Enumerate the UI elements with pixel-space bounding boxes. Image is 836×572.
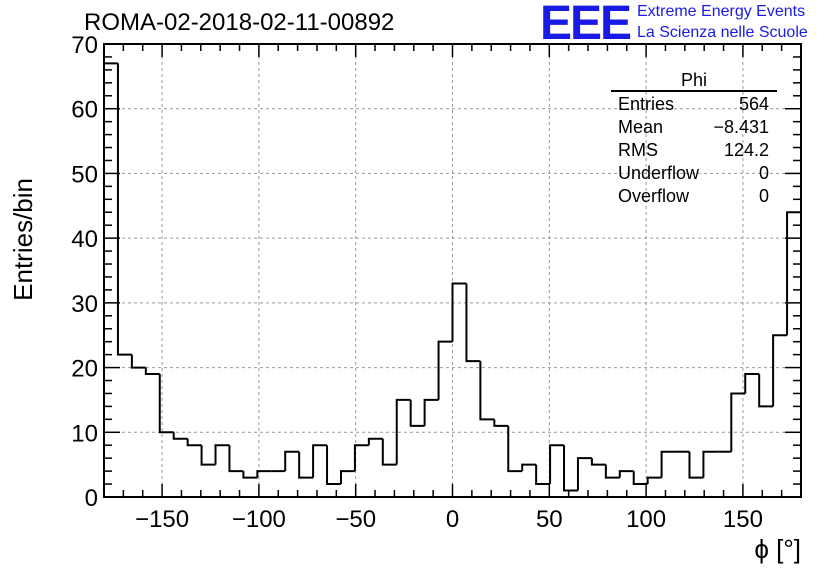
eee-logo-mark: EEE bbox=[540, 0, 632, 50]
histogram-bin bbox=[130, 354, 146, 369]
histogram-bin bbox=[158, 374, 174, 434]
x-tick-label: −150 bbox=[135, 506, 189, 533]
histogram-bin bbox=[339, 470, 355, 485]
histogram-bin bbox=[381, 438, 397, 466]
histogram-bin bbox=[395, 398, 411, 465]
histogram-bin bbox=[437, 340, 453, 400]
y-tick-label: 50 bbox=[71, 161, 98, 188]
stats-row-label: Entries bbox=[618, 94, 674, 114]
histogram-bin bbox=[353, 444, 369, 472]
histogram-bin bbox=[688, 451, 704, 479]
histogram-bin bbox=[284, 450, 300, 472]
x-tick-label: 0 bbox=[446, 506, 459, 533]
y-tick-label: 10 bbox=[71, 420, 98, 447]
y-tick-label: 60 bbox=[71, 97, 98, 124]
histogram-bin bbox=[144, 367, 160, 376]
y-tick-label: 20 bbox=[71, 356, 98, 383]
stats-row-label: Overflow bbox=[618, 186, 690, 206]
y-axis-title: Entries/bin bbox=[8, 178, 38, 301]
histogram-bin bbox=[493, 419, 509, 427]
histogram-bin bbox=[702, 450, 718, 478]
histogram-bin bbox=[326, 445, 341, 486]
y-tick-label: 70 bbox=[71, 32, 98, 59]
histogram-bin bbox=[772, 334, 788, 407]
histogram-bin bbox=[576, 457, 592, 491]
stats-box-title: Phi bbox=[681, 70, 707, 90]
x-tick-label: 150 bbox=[723, 506, 763, 533]
histogram-bin bbox=[256, 470, 272, 478]
histogram-bin bbox=[549, 444, 565, 485]
histogram-bin bbox=[451, 282, 467, 342]
histogram-bin bbox=[172, 432, 188, 440]
x-tick-label: −100 bbox=[232, 506, 286, 533]
histogram-bin bbox=[242, 471, 258, 479]
histogram-bin bbox=[298, 451, 314, 479]
stats-row-value: −8.431 bbox=[713, 117, 769, 137]
histogram-bin bbox=[646, 476, 662, 485]
stats-row-value: 0 bbox=[759, 163, 769, 183]
tick-labels: −150 −100 −50 0 50 100 150 0 10 20 30 40 50 60 70 bbox=[71, 32, 763, 533]
run-title: ROMA-02-2018-02-11-00892 bbox=[84, 9, 395, 36]
histogram-bin bbox=[660, 450, 676, 478]
stats-row-label: Underflow bbox=[618, 163, 700, 183]
histogram-bin bbox=[186, 438, 202, 447]
histogram-bin bbox=[116, 63, 132, 356]
stats-row-value: 0 bbox=[759, 186, 769, 206]
y-tick-label: 40 bbox=[71, 226, 98, 253]
stats-box: Phi Entries 564 Mean −8.431 RMS 124.2 Underflow… bbox=[611, 70, 777, 206]
stats-row-value: 564 bbox=[739, 94, 769, 114]
grid-layer bbox=[104, 43, 801, 497]
x-axis-title: ϕ [°] bbox=[754, 534, 801, 564]
histogram-bin bbox=[632, 471, 648, 486]
histogram-bin bbox=[730, 392, 746, 452]
histogram-bin bbox=[312, 444, 328, 478]
y-tick-label: 0 bbox=[85, 485, 98, 512]
histogram-bin bbox=[590, 458, 606, 466]
stats-row-value: 124.2 bbox=[724, 140, 769, 160]
x-tick-label: −50 bbox=[335, 506, 376, 533]
histogram-bin bbox=[409, 399, 425, 427]
x-tick-label: 100 bbox=[626, 506, 666, 533]
histogram-bars bbox=[103, 62, 802, 497]
histogram-bin bbox=[214, 444, 230, 465]
histogram-bin bbox=[563, 445, 578, 492]
histogram-bin bbox=[535, 464, 551, 486]
histogram-bin bbox=[507, 425, 523, 473]
x-tick-label: 50 bbox=[536, 506, 563, 533]
histogram-bin bbox=[423, 398, 439, 426]
histogram-bin bbox=[744, 373, 760, 394]
histogram-bin bbox=[604, 464, 620, 479]
histogram-bin bbox=[465, 283, 481, 363]
histogram-bin bbox=[479, 361, 495, 421]
eee-logo-line-2: La Scienza nelle Scuole bbox=[637, 24, 808, 41]
tick-marks bbox=[103, 43, 802, 498]
histogram-bin bbox=[200, 445, 216, 466]
y-tick-label: 30 bbox=[71, 291, 98, 318]
eee-logo-line-1: Extreme Energy Events bbox=[637, 3, 806, 20]
histogram-bin bbox=[521, 463, 537, 472]
histogram-bin bbox=[228, 445, 244, 473]
histogram-bin bbox=[758, 374, 774, 408]
stats-row-label: Mean bbox=[618, 117, 663, 137]
histogram-bin bbox=[618, 470, 634, 478]
histogram-bin bbox=[367, 437, 383, 446]
stats-row-label: RMS bbox=[618, 140, 658, 160]
